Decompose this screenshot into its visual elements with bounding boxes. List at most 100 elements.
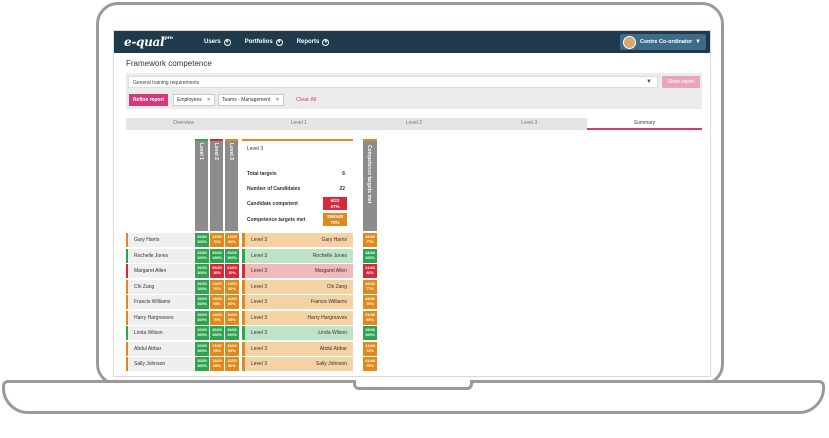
level-1-cell[interactable]: 20/20 100% xyxy=(195,310,209,325)
tag-label: Teams - Management xyxy=(222,97,271,103)
targets-met-cell[interactable]: 46/48 77% xyxy=(363,233,377,247)
cell-percent: 100% xyxy=(197,286,207,291)
targets-met-cell[interactable]: 48/48 100% xyxy=(363,326,377,340)
cell-percent: 70% xyxy=(213,286,221,291)
band-level: Level 3 xyxy=(251,237,268,243)
framework-select[interactable]: General training requirements ▼ xyxy=(128,76,658,88)
cell-value: 20/20 xyxy=(197,328,207,332)
candidate-name[interactable]: Linda Wilson xyxy=(126,326,194,340)
cell-value: 14/20 xyxy=(212,281,222,286)
close-icon[interactable]: ✕ xyxy=(275,97,280,103)
level-2-cell[interactable]: 14/20 70% xyxy=(210,279,224,294)
level-1-cell[interactable]: 20/20 100% xyxy=(195,326,209,340)
close-icon[interactable]: ✕ xyxy=(206,97,211,103)
cell-value: 13/20 xyxy=(212,359,222,363)
cell-value: 14/20 xyxy=(212,312,222,317)
label: Number of Candidates xyxy=(247,186,301,192)
cell-percent: 60% xyxy=(228,286,236,291)
targets-met-cell[interactable]: 48/48 100% xyxy=(363,248,377,263)
nav-reports[interactable]: Reports ▾ xyxy=(297,38,330,46)
level-3-cell[interactable]: 12/20 60% xyxy=(225,279,239,294)
cell-percent: 100% xyxy=(197,271,207,275)
cell-value: 20/20 xyxy=(197,250,207,255)
summary-level: Level 3 xyxy=(247,146,264,152)
level-band: Level 3 Sally Johnson xyxy=(242,357,353,371)
level-2-cell[interactable]: 13/20 65% xyxy=(210,357,224,371)
nav-users[interactable]: Users ▾ xyxy=(204,38,231,46)
candidate-name[interactable]: Gary Harris xyxy=(126,233,194,247)
cell-percent: 77% xyxy=(366,286,374,291)
level-1-cell[interactable]: 20/20 100% xyxy=(195,233,209,247)
column-header-level-3[interactable]: Level 3 xyxy=(225,139,238,231)
tab-overview[interactable]: Overview xyxy=(173,120,195,126)
level-band: Level 3 Rochelle Jones xyxy=(242,248,353,263)
refine-report-button[interactable]: Refine report xyxy=(129,94,168,106)
targets-met-cell[interactable]: 45/48 75% xyxy=(363,295,377,309)
user-role: Centre Co-ordinator xyxy=(640,39,693,45)
nav-portfolios[interactable]: Portfolios ▾ xyxy=(245,38,283,46)
candidate-name[interactable]: Francis Williams xyxy=(126,295,194,309)
tab-level-2[interactable]: Level 2 xyxy=(405,120,423,126)
band-name: Linda Wilson xyxy=(318,330,347,336)
cell-value: 24/48 xyxy=(365,266,375,270)
level-2-cell[interactable]: 11/20 55% xyxy=(210,341,224,356)
candidate-name[interactable]: Harry Hargreaves xyxy=(126,310,194,325)
level-3-cell[interactable]: 13/20 65% xyxy=(225,310,239,325)
targets-met-cell[interactable]: 24/48 40% xyxy=(363,264,377,278)
level-3-cell[interactable]: 20/20 100% xyxy=(225,326,239,340)
cell-value: 20/20 xyxy=(197,343,207,348)
tab-level-3[interactable]: Level 3 xyxy=(521,120,538,126)
candidate-name[interactable]: Chi Zang xyxy=(126,279,194,294)
level-2-cell[interactable]: 20/20 100% xyxy=(210,248,224,263)
level-3-cell[interactable]: 12/20 60% xyxy=(225,233,239,247)
status-bar xyxy=(210,139,223,141)
level-3-cell[interactable]: 20/20 100% xyxy=(225,248,239,263)
laptop-notch xyxy=(353,380,473,390)
candidate-name[interactable]: Margaret Allen xyxy=(126,264,194,278)
targets-met-cell[interactable]: 31/48 65% xyxy=(363,310,377,325)
level-1-cell[interactable]: 20/20 100% xyxy=(195,264,209,278)
level-2-cell[interactable]: 20/20 100% xyxy=(210,326,224,340)
cell-value: 20/20 xyxy=(197,297,207,301)
filter-panel: General training requirements ▼ Show rep… xyxy=(126,73,702,109)
candidate-name[interactable]: Sally Johnson xyxy=(126,357,194,371)
level-3-cell[interactable]: 12/20 60% xyxy=(225,357,239,371)
cell-percent: 60% xyxy=(228,240,236,244)
candidate-name[interactable]: Rochelle Jones xyxy=(126,248,194,263)
tab-level-1[interactable]: Level 1 xyxy=(290,120,307,126)
band-level: Level 3 xyxy=(251,361,268,367)
level-2-cell[interactable]: 14/20 70% xyxy=(210,310,224,325)
level-1-cell[interactable]: 20/20 100% xyxy=(195,357,209,371)
band-name: Sally Johnson xyxy=(315,361,347,367)
cell-percent: 10% xyxy=(228,271,236,275)
level-3-cell[interactable]: 12/20 60% xyxy=(225,295,239,309)
level-1-cell[interactable]: 20/20 100% xyxy=(195,279,209,294)
band-name: Chi Zang xyxy=(326,283,347,290)
cell-value: 20/20 xyxy=(197,312,207,317)
cell-percent: 65% xyxy=(213,364,221,368)
level-3-cell[interactable]: 13/20 65% xyxy=(225,341,239,356)
clear-all-link[interactable]: Clear All xyxy=(296,97,317,103)
cell-percent: 30% xyxy=(213,271,221,275)
level-2-cell[interactable]: 14/20 70% xyxy=(210,233,224,247)
column-header-level-1[interactable]: Level 1 xyxy=(195,139,208,231)
tab-summary[interactable]: Summary xyxy=(586,118,703,130)
level-1-cell[interactable]: 20/20 100% xyxy=(195,295,209,309)
targets-met-cell[interactable]: 41/48 72% xyxy=(363,341,377,356)
cell-value: 46/48 xyxy=(365,235,375,239)
level-1-cell[interactable]: 20/20 100% xyxy=(195,248,209,263)
column-label: Level 3 xyxy=(228,143,234,160)
targets-met-cell[interactable]: 41/48 70% xyxy=(363,357,377,371)
level-2-cell[interactable]: 13/20 65% xyxy=(210,295,224,309)
show-report-button[interactable]: Show report xyxy=(662,76,700,88)
column-header-level-2[interactable]: Level 2 xyxy=(210,139,223,231)
app-logo[interactable]: e-qualpro xyxy=(124,35,173,49)
targets-met-cell[interactable]: 46/48 77% xyxy=(363,279,377,294)
candidate-name[interactable]: Abdul Abbar xyxy=(126,341,194,356)
column-header-targets-met[interactable]: Competence targets met xyxy=(363,139,377,231)
level-band: Level 3 Linda Wilson xyxy=(242,326,353,340)
level-2-cell[interactable]: 06/20 30% xyxy=(210,264,224,278)
user-menu[interactable]: Centre Co-ordinator ▼ xyxy=(620,34,706,50)
level-1-cell[interactable]: 20/20 100% xyxy=(195,341,209,356)
level-3-cell[interactable]: 02/20 10% xyxy=(225,264,239,278)
